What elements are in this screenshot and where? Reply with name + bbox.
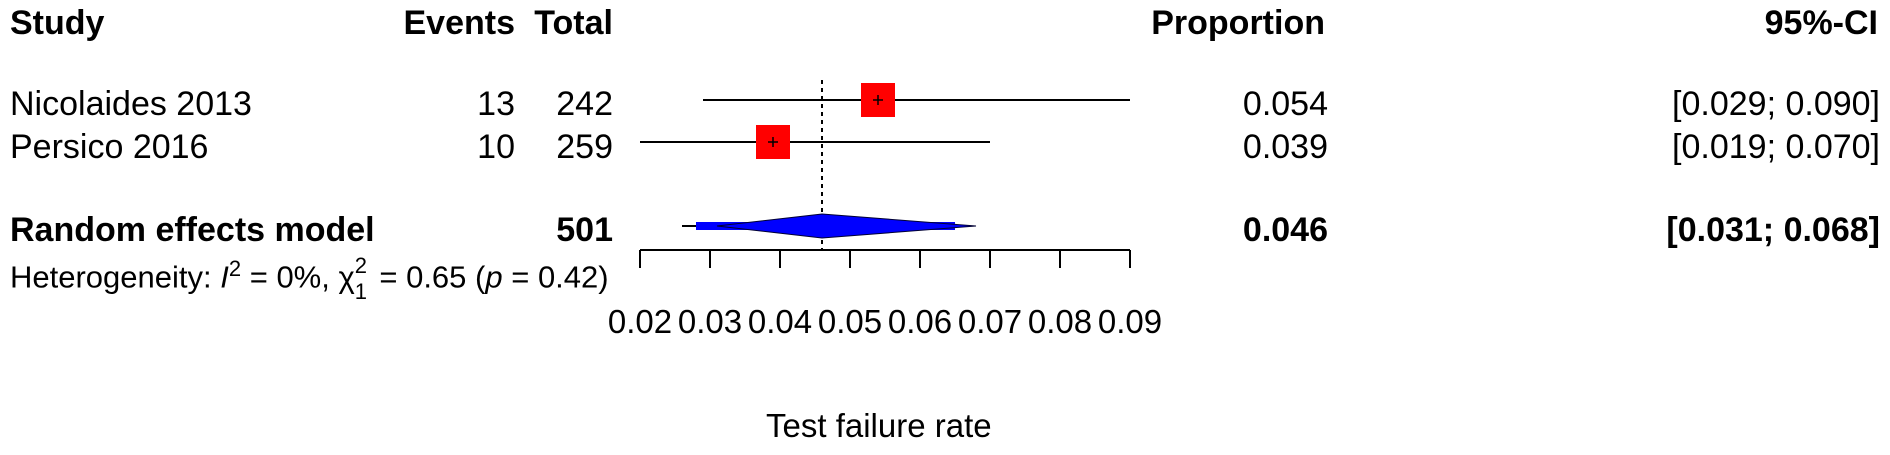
chi-subscript: 1 bbox=[354, 279, 367, 305]
study-name-2: Persico 2016 bbox=[10, 128, 209, 166]
pooled-proportion: 0.046 bbox=[1242, 211, 1328, 249]
study-ci-1: [0.029; 0.090] bbox=[1672, 85, 1880, 123]
x-tick-label-6: 0.07 bbox=[958, 303, 1022, 340]
p-symbol: p bbox=[485, 259, 503, 295]
study-name-1: Nicolaides 2013 bbox=[10, 85, 252, 123]
pooled-diamond bbox=[716, 213, 977, 239]
x-tick-label-5: 0.06 bbox=[888, 303, 952, 340]
pooled-ci: [0.031; 0.068] bbox=[1666, 211, 1880, 249]
header-proportion: Proportion bbox=[1151, 4, 1325, 42]
study-events-1: 13 bbox=[477, 85, 515, 123]
study-proportion-1: 0.054 bbox=[1242, 85, 1328, 123]
pooled-name: Random effects model bbox=[10, 211, 375, 249]
pooled-total: 501 bbox=[556, 211, 613, 249]
study-events-2: 10 bbox=[477, 128, 515, 166]
heterogeneity-prefix: Heterogeneity: bbox=[10, 259, 221, 295]
chi-symbol: χ bbox=[338, 259, 355, 295]
x-tick-label-2: 0.03 bbox=[678, 303, 742, 340]
x-axis-label: Test failure rate bbox=[766, 407, 992, 444]
x-tick-label-3: 0.04 bbox=[748, 303, 812, 340]
header-study: Study bbox=[10, 4, 105, 42]
study-proportion-2: 0.039 bbox=[1242, 128, 1328, 166]
header-ci: 95%-CI bbox=[1764, 4, 1878, 42]
x-tick-label-8: 0.09 bbox=[1098, 303, 1162, 340]
x-tick-label-4: 0.05 bbox=[818, 303, 882, 340]
study-total-2: 259 bbox=[556, 128, 613, 166]
x-tick-label-7: 0.08 bbox=[1028, 303, 1092, 340]
chi-value: = 0.65 ( bbox=[370, 259, 486, 295]
study-total-1: 242 bbox=[556, 85, 613, 123]
i2-value: = 0%, bbox=[241, 259, 339, 295]
i2-symbol: I bbox=[220, 259, 229, 295]
i2-superscript: 2 bbox=[228, 256, 242, 281]
study-ci-2: [0.019; 0.070] bbox=[1672, 128, 1880, 166]
header-events: Events bbox=[403, 4, 516, 42]
header-total: Total bbox=[534, 4, 613, 42]
x-tick-label-1: 0.02 bbox=[608, 303, 672, 340]
p-value: = 0.42) bbox=[502, 259, 609, 295]
chi-superscript: 2 bbox=[354, 253, 367, 279]
